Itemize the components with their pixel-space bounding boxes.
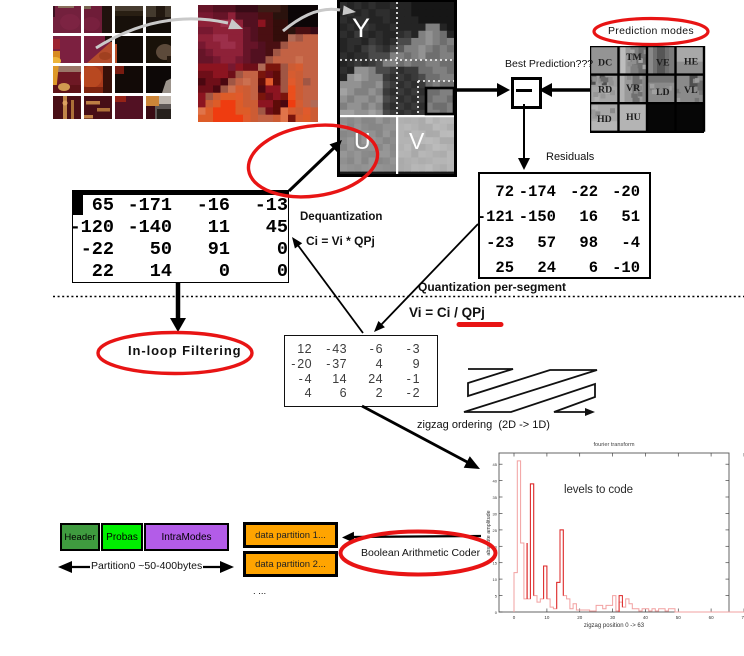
svg-text:5: 5 [495,594,498,599]
svg-text:LD: LD [656,87,670,98]
svg-text:70: 70 [741,615,744,620]
svg-text:U: U [354,128,371,154]
svg-text:DC: DC [598,58,612,69]
svg-text:Y: Y [352,13,370,43]
svg-text:45: 45 [493,462,498,467]
svg-text:25: 25 [493,528,498,533]
svg-text:levels to code: levels to code [564,484,633,496]
svg-text:HE: HE [684,57,699,68]
svg-text:VE: VE [656,58,670,69]
svg-text:absolute amplitude: absolute amplitude [486,510,492,555]
svg-text:40: 40 [643,615,649,620]
svg-text:10: 10 [544,615,550,620]
svg-text:30: 30 [610,615,616,620]
svg-text:20: 20 [493,544,498,549]
svg-text:V: V [409,128,425,154]
svg-text:30: 30 [493,511,498,516]
svg-text:HU: HU [626,112,641,123]
svg-text:VR: VR [626,83,641,94]
svg-text:60: 60 [709,615,715,620]
svg-text:VL: VL [684,85,698,96]
svg-text:20: 20 [577,615,583,620]
svg-text:RD: RD [598,85,612,96]
svg-text:40: 40 [493,479,498,484]
svg-text:50: 50 [676,615,682,620]
svg-text:10: 10 [493,577,498,582]
svg-text:0: 0 [495,610,498,615]
svg-text:15: 15 [493,561,498,566]
svg-text:35: 35 [493,495,498,500]
svg-text:TM: TM [626,52,642,63]
svg-text:zigzag position 0 -> 63: zigzag position 0 -> 63 [584,623,645,629]
svg-text:fourier transform: fourier transform [593,442,634,448]
svg-text:HD: HD [597,114,612,125]
svg-text:0: 0 [513,615,516,620]
